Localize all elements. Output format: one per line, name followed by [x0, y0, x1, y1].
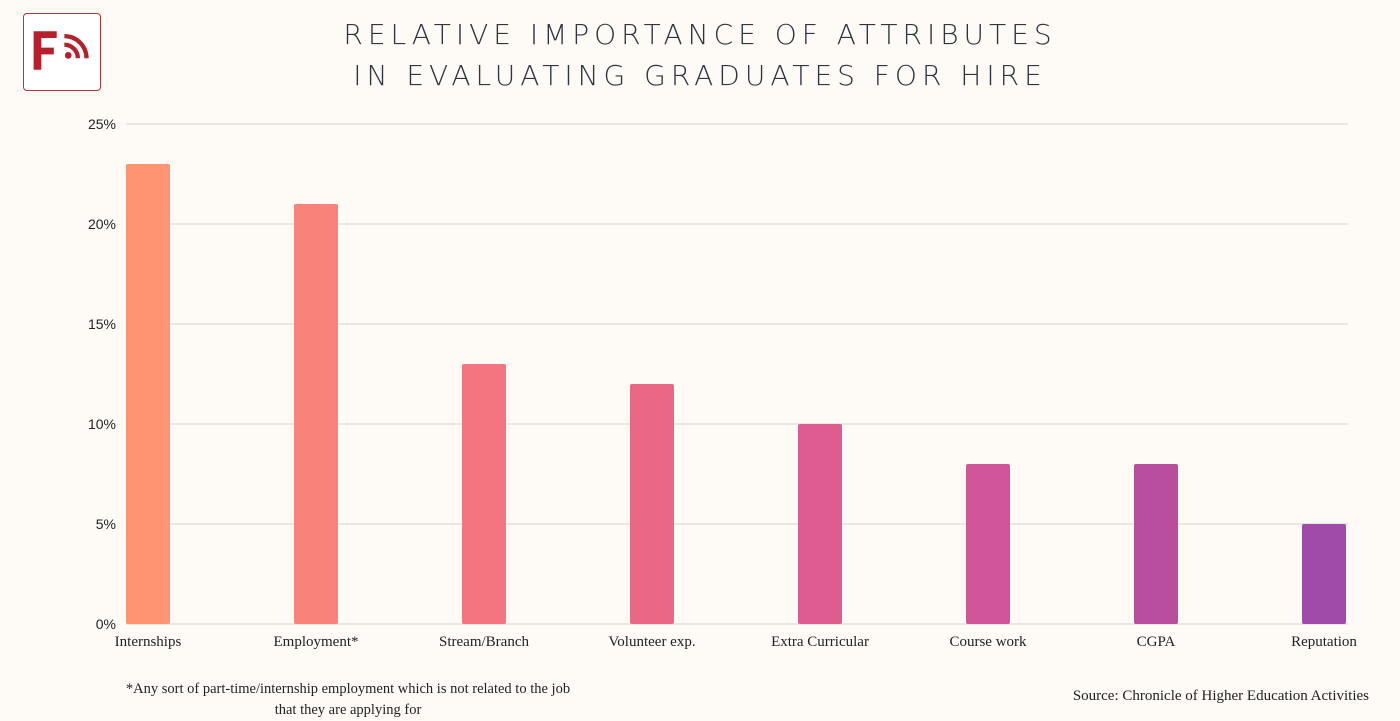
x-category-label: CGPA: [1137, 634, 1176, 650]
source-note: Source: Chronicle of Higher Education Ac…: [1072, 688, 1369, 704]
bar-reputation: [1302, 524, 1346, 624]
y-tick-label: 5%: [96, 516, 116, 532]
y-tick-label: 0%: [96, 616, 116, 632]
chart-title-line2: IN EVALUATING GRADUATES FOR HIRE: [353, 59, 1047, 92]
y-tick-label: 15%: [88, 316, 116, 332]
y-tick-label: 20%: [88, 216, 116, 232]
x-category-label: Volunteer exp.: [608, 634, 695, 650]
footnote: *Any sort of part-time/internship employ…: [88, 679, 608, 721]
x-category-label: Employment*: [274, 634, 359, 650]
bar-internships: [126, 164, 170, 624]
x-category-label: Course work: [949, 634, 1027, 650]
chart-title-line1: RELATIVE IMPORTANCE OF ATTRIBUTES: [343, 18, 1057, 51]
footnote-line1: *Any sort of part-time/internship employ…: [125, 681, 571, 697]
footnote-line2: that they are applying for: [274, 702, 422, 718]
x-category-label: Reputation: [1291, 634, 1357, 650]
x-category-label: Internships: [115, 634, 182, 650]
chart-title: RELATIVE IMPORTANCE OF ATTRIBUTES IN EVA…: [0, 14, 1400, 96]
logo-f-rss-icon: [33, 31, 89, 70]
bar-course-work: [966, 464, 1010, 624]
bar-stream-branch: [462, 364, 506, 624]
x-category-label: Extra Curricular: [771, 634, 869, 650]
bar-volunteer-exp: [630, 384, 674, 624]
bar-cgpa: [1134, 464, 1178, 624]
y-tick-label: 10%: [88, 416, 116, 432]
x-category-label: Stream/Branch: [439, 634, 529, 650]
bar-extra-curricular: [798, 424, 842, 624]
bar-employment: [294, 204, 338, 624]
y-tick-label: 25%: [88, 116, 116, 132]
logo: [23, 13, 101, 91]
